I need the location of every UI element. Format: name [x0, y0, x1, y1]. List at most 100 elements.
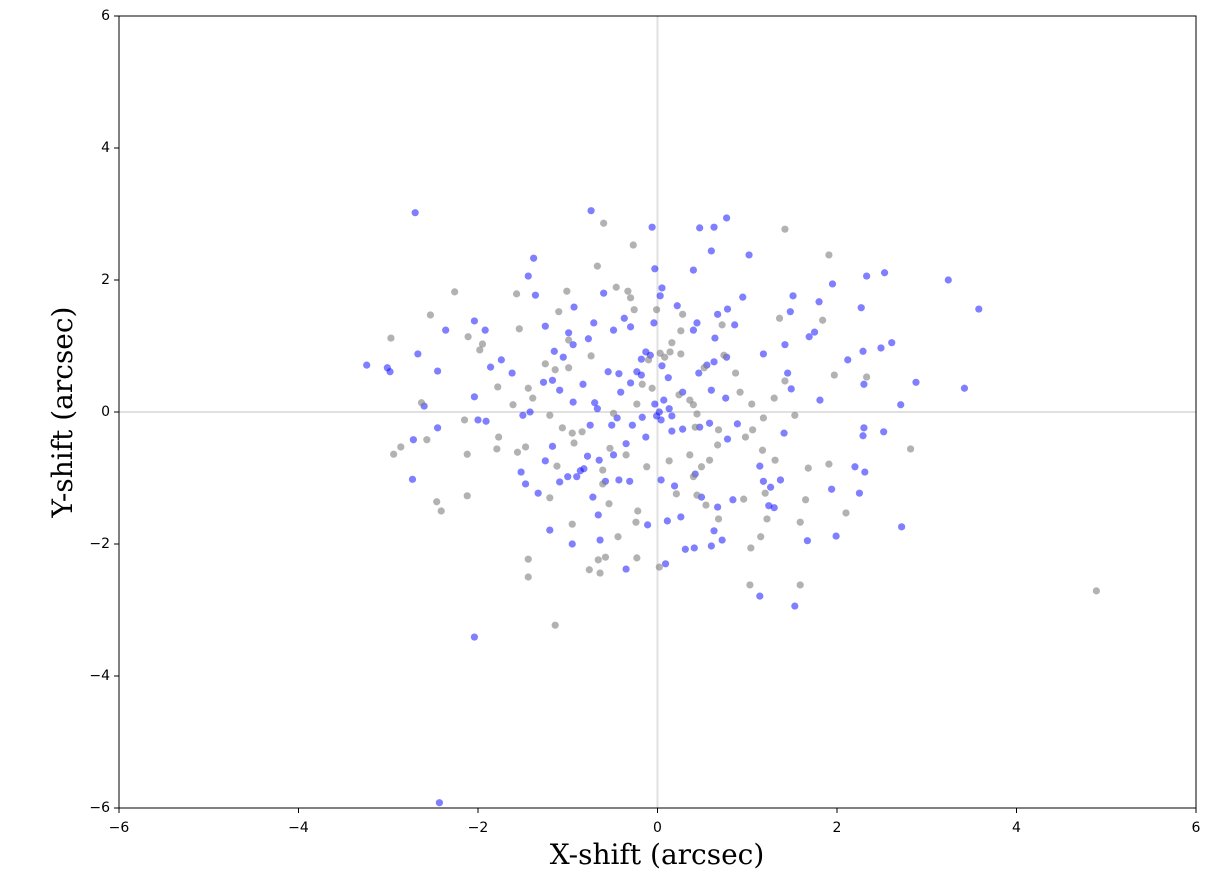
scatter-point: [912, 378, 920, 386]
scatter-point: [791, 411, 799, 419]
scatter-point: [710, 358, 718, 366]
scatter-point: [478, 340, 487, 348]
scatter-point: [745, 251, 753, 259]
y-axis-label: Y-shift (arcsec): [46, 307, 79, 519]
scatter-point: [541, 322, 549, 330]
scatter-point: [594, 556, 602, 564]
scatter-point: [508, 369, 516, 377]
scatter-point: [624, 287, 632, 295]
scatter-point: [583, 452, 592, 460]
scatter-point: [816, 396, 824, 404]
scatter-point: [423, 436, 431, 444]
scatter-point: [756, 462, 764, 470]
scatter-point: [689, 326, 698, 334]
scatter-point: [460, 416, 469, 424]
scatter-point: [387, 334, 395, 342]
scatter-point: [521, 480, 530, 488]
scatter-point: [763, 515, 771, 523]
scatter-point: [677, 350, 685, 358]
scatter-point: [749, 426, 757, 434]
scatter-point: [781, 341, 789, 349]
scatter-point: [672, 490, 680, 498]
scatter-point: [569, 341, 577, 349]
scatter-point: [629, 241, 637, 249]
scatter-point: [589, 493, 597, 501]
scatter-point: [442, 326, 450, 334]
scatter-point: [600, 219, 608, 227]
scatter-point: [637, 371, 645, 379]
scatter-point: [626, 477, 634, 485]
scatter-point: [673, 302, 681, 310]
scatter-point: [363, 361, 371, 369]
y-tick-label: 2: [101, 272, 110, 288]
scatter-point: [729, 496, 737, 504]
scatter-point: [601, 553, 610, 561]
scatter-point: [681, 545, 689, 553]
scatter-point: [576, 467, 584, 475]
scatter-point: [804, 464, 812, 472]
scatter-point: [670, 482, 679, 490]
scatter-point: [565, 329, 573, 337]
scatter-point: [579, 380, 587, 388]
scatter-point: [714, 441, 722, 449]
scatter-point: [531, 291, 540, 299]
scatter-point: [857, 304, 865, 312]
plot-frame: [118, 15, 1197, 809]
scatter-point: [596, 569, 604, 577]
scatter-point: [397, 443, 405, 451]
scatter-point: [722, 394, 730, 402]
scatter-point: [810, 328, 819, 336]
scatter-point: [830, 371, 838, 379]
y-tick-label: −4: [89, 668, 110, 684]
scatter-point: [555, 308, 563, 316]
scatter-point: [417, 399, 426, 407]
scatter-point: [860, 380, 868, 388]
scatter-point: [759, 414, 768, 422]
scatter-point: [815, 298, 823, 306]
scatter-point: [614, 533, 622, 541]
scatter-point: [615, 476, 623, 484]
scatter-point: [605, 500, 613, 508]
scatter-point: [622, 451, 630, 459]
scatter-point: [573, 473, 581, 481]
scatter-point: [711, 334, 719, 342]
scatter-point: [661, 353, 669, 361]
scatter-point: [595, 456, 603, 464]
scatter-point: [775, 314, 784, 322]
scatter-point: [759, 350, 768, 358]
scatter-point: [668, 427, 676, 435]
scatter-point: [626, 323, 635, 331]
scatter-point: [570, 303, 578, 311]
scatter-point: [653, 412, 661, 420]
scatter-point: [628, 421, 636, 429]
scatter-point: [731, 369, 740, 377]
scatter-point: [679, 310, 687, 318]
scatter-point: [825, 251, 833, 259]
scatter-point: [599, 480, 607, 488]
scatter-point: [761, 489, 769, 497]
scatter-point: [556, 478, 564, 486]
scatter-point: [464, 333, 472, 341]
scatter-point: [648, 384, 656, 392]
scatter-point: [791, 602, 799, 610]
scatter-point: [880, 428, 888, 436]
scatter-point: [819, 316, 827, 324]
scatter-point: [529, 394, 537, 402]
scatter-point: [476, 346, 484, 354]
scatter-point: [609, 451, 618, 459]
scatter-point: [451, 288, 459, 296]
scatter-point: [731, 321, 739, 329]
scatter-point: [553, 462, 561, 470]
scatter-point: [707, 386, 715, 394]
scatter-point: [565, 364, 573, 372]
scatter-point: [433, 498, 441, 506]
scatter-point: [657, 476, 665, 484]
scatter-point: [517, 468, 525, 476]
scatter-point: [960, 384, 969, 392]
scatter-point: [740, 495, 748, 503]
x-tick-label: −6: [109, 820, 130, 836]
scatter-point: [565, 336, 573, 344]
scatter-point: [825, 460, 833, 468]
x-tick-label: 6: [1192, 820, 1201, 836]
scatter-point: [705, 419, 714, 427]
